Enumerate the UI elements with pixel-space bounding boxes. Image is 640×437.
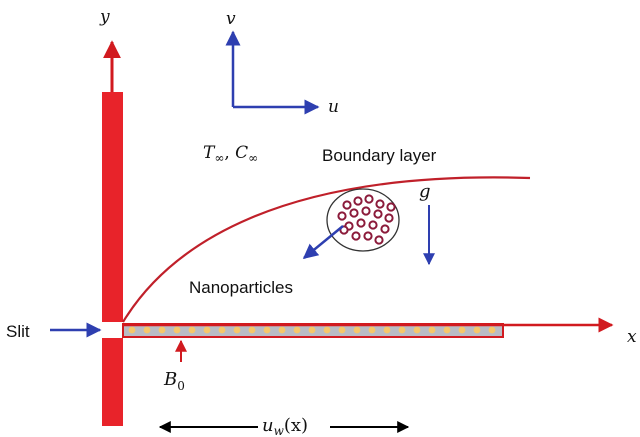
sheet-dot xyxy=(473,326,481,334)
vertical-wall xyxy=(102,92,123,426)
gravity-label: g xyxy=(419,181,431,202)
sheet-dot xyxy=(128,326,136,334)
x-axis-label: x xyxy=(627,327,637,347)
sheet-dot xyxy=(368,326,376,334)
stretching-velocity-label: uw(x) xyxy=(262,415,308,437)
sheet-dot xyxy=(443,326,451,334)
nanoparticle-cluster-icon xyxy=(326,188,400,252)
u-axis-label: u xyxy=(328,97,339,117)
nanoparticle xyxy=(368,220,378,230)
nanoparticle xyxy=(364,194,374,204)
nanoparticle xyxy=(361,206,371,216)
nanoparticle xyxy=(337,211,347,221)
sheet-dot xyxy=(188,326,196,334)
boundary-layer-label: Boundary layer xyxy=(322,146,437,165)
sheet-dot xyxy=(203,326,211,334)
sheet-dot xyxy=(248,326,256,334)
sheet-dot xyxy=(233,326,241,334)
sheet-dot xyxy=(173,326,181,334)
nanoparticle xyxy=(342,200,352,210)
ambient-conditions-label: T∞, C∞ xyxy=(203,143,258,165)
magnetic-field-label: B0 xyxy=(163,369,185,393)
boundary-layer-curve xyxy=(122,176,531,323)
nanoparticles-label: Nanoparticles xyxy=(189,278,293,297)
v-axis-label: v xyxy=(226,9,236,29)
sheet-dot xyxy=(413,326,421,334)
sheet-dot xyxy=(293,326,301,334)
sheet-dot xyxy=(218,326,226,334)
sheet-dot xyxy=(383,326,391,334)
y-axis-label: y xyxy=(99,7,110,27)
sheet-dot xyxy=(428,326,436,334)
sheet-dot xyxy=(458,326,466,334)
sheet-dot xyxy=(308,326,316,334)
sheet-dot xyxy=(488,326,496,334)
nanoparticle xyxy=(353,196,363,206)
nanoparticle xyxy=(356,218,366,228)
sheet-dot xyxy=(323,326,331,334)
nanoparticle xyxy=(373,209,383,219)
sheet-dot xyxy=(353,326,361,334)
sheet-dot xyxy=(338,326,346,334)
slit-opening xyxy=(102,322,123,338)
nanoparticle-pointer-arrow xyxy=(302,225,344,259)
sheet-dot xyxy=(158,326,166,334)
nanoparticle xyxy=(351,231,361,241)
sheet-dot xyxy=(263,326,271,334)
nanoparticle xyxy=(349,208,359,218)
nanoparticle xyxy=(363,231,373,241)
sheet-dots xyxy=(128,326,496,334)
slit-label: Slit xyxy=(6,322,30,341)
nanoparticle xyxy=(375,199,385,209)
sheet-dot xyxy=(278,326,286,334)
sheet-dot xyxy=(398,326,406,334)
nanoparticle xyxy=(386,202,396,212)
sheet-dot xyxy=(143,326,151,334)
nanoparticle xyxy=(374,235,384,245)
nanoparticle xyxy=(384,213,394,223)
nanoparticle xyxy=(380,224,390,234)
